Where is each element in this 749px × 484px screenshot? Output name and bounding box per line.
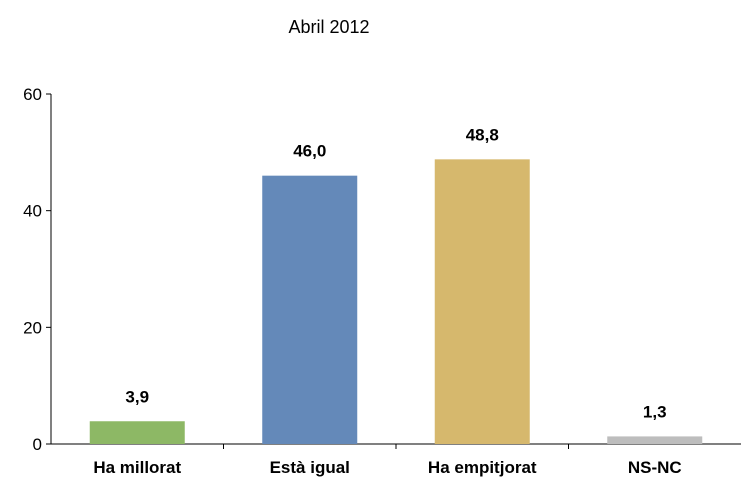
data-label: 3,9 (125, 387, 149, 406)
bar-ns-nc (607, 436, 702, 444)
bar-ha-millorat (90, 421, 185, 444)
bar-ha-empitjorat (435, 159, 530, 444)
y-tick-label: 0 (33, 435, 42, 454)
x-tick-label: Està igual (270, 458, 350, 477)
y-tick-label: 40 (23, 202, 42, 221)
data-label: 46,0 (293, 142, 326, 161)
chart-bars (90, 159, 703, 444)
chart-title: Abril 2012 (288, 17, 369, 37)
bar-est-igual (262, 176, 357, 444)
data-label: 48,8 (466, 125, 499, 144)
y-tick-label: 60 (23, 85, 42, 104)
x-tick-label: Ha empitjorat (428, 458, 537, 477)
y-tick-label: 20 (23, 318, 42, 337)
x-tick-label: Ha millorat (93, 458, 181, 477)
x-tick-label: NS-NC (628, 458, 682, 477)
data-label: 1,3 (643, 402, 667, 421)
